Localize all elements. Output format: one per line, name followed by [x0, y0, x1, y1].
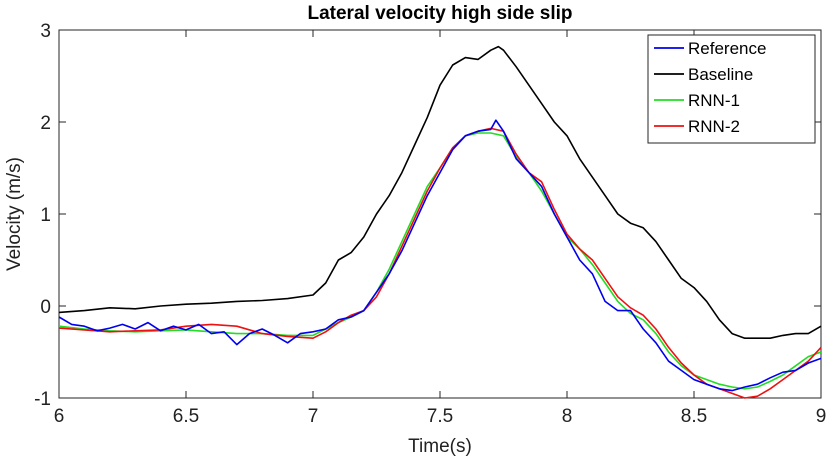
x-tick-label: 6: [54, 406, 65, 427]
x-axis-label: Time(s): [408, 436, 472, 457]
series-layer: [58, 45, 822, 399]
y-tick-label: 3: [40, 21, 51, 42]
y-tick-label: -1: [34, 389, 51, 410]
legend-label-reference: Reference: [688, 39, 766, 58]
y-tick-label: 0: [40, 297, 51, 318]
x-tick-label: 8.5: [681, 406, 707, 427]
x-tick-label: 7.5: [427, 406, 453, 427]
chart-title: Lateral velocity high side slip: [307, 3, 572, 24]
x-tick-label: 8: [562, 406, 573, 427]
series-line-baseline: [58, 45, 822, 340]
x-tick-label: 7: [308, 406, 319, 427]
series-line-reference: [58, 119, 822, 392]
legend-label-baseline: Baseline: [688, 65, 753, 84]
y-tick-label: 1: [40, 205, 51, 226]
legend: Reference Baseline RNN-1 RNN-2: [647, 34, 816, 144]
y-tick-label: 2: [40, 113, 51, 134]
x-tick-label: 6.5: [173, 406, 199, 427]
legend-label-rnn-1: RNN-1: [688, 91, 740, 110]
ticks-layer: 6 6.5 7 7.5 8 8.5 9 -1 0 1 2 3: [34, 21, 826, 427]
x-tick-label: 9: [816, 406, 827, 427]
legend-box: [647, 34, 816, 144]
y-axis-label: Velocity (m/s): [4, 157, 25, 271]
legend-label-rnn-2: RNN-2: [688, 117, 740, 136]
